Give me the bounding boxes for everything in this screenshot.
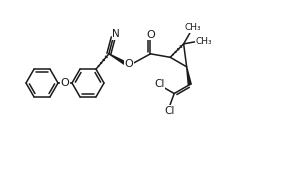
Text: CH₃: CH₃ xyxy=(185,23,201,32)
Text: N: N xyxy=(112,29,120,39)
Text: O: O xyxy=(146,30,155,40)
Text: O: O xyxy=(125,59,133,69)
Text: O: O xyxy=(61,78,69,88)
Polygon shape xyxy=(109,54,127,65)
Text: Cl: Cl xyxy=(154,79,164,89)
Polygon shape xyxy=(187,67,191,85)
Text: CH₃: CH₃ xyxy=(195,37,212,46)
Text: Cl: Cl xyxy=(165,106,175,116)
